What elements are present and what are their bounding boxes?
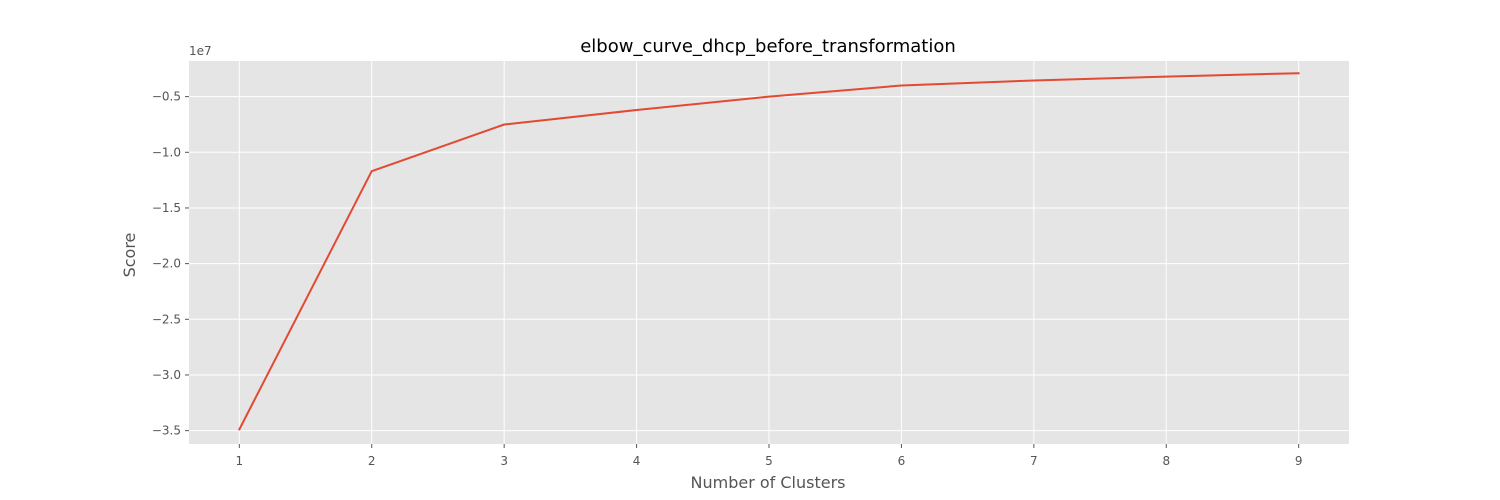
series-layer [238, 72, 1300, 431]
y-tick-label: −3.0 [152, 368, 181, 382]
data-point [370, 170, 373, 173]
x-axis-label: Number of Clusters [691, 473, 846, 492]
chart-title: elbow_curve_dhcp_before_transformation [580, 36, 956, 57]
y-axis-label: Score [120, 233, 139, 278]
data-point [635, 109, 638, 111]
x-tick-label: 9 [1295, 454, 1303, 468]
y-tick-label: −1.0 [152, 145, 181, 159]
x-tick-label: 6 [898, 454, 906, 468]
x-tick-label: 8 [1162, 454, 1170, 468]
x-tick-label: 2 [368, 454, 376, 468]
y-tick-label: −2.5 [152, 312, 181, 326]
x-tick-label: 7 [1030, 454, 1038, 468]
y-tick-label: −0.5 [152, 90, 181, 104]
y-tick-label: −3.5 [152, 424, 181, 438]
x-tick-label: 1 [235, 454, 243, 468]
data-point [768, 95, 770, 98]
x-tick-label: 3 [500, 454, 508, 468]
y-axis-multiplier: 1e7 [189, 44, 212, 58]
data-point [1297, 72, 1300, 75]
data-point [1032, 79, 1035, 82]
y-tick-label: −2.0 [152, 257, 181, 271]
axis-ticks: 1 2 3 4 5 6 7 8 9 −3.5 −3.0 −2.5 −2.0 −1.5 −1.0 −0.5 [152, 90, 1303, 468]
x-tick-label: 5 [765, 454, 773, 468]
data-point [900, 84, 903, 87]
data-point [1165, 75, 1168, 78]
data-point [503, 123, 506, 126]
x-tick-label: 4 [633, 454, 641, 468]
data-point [238, 428, 241, 431]
y-tick-label: −1.5 [152, 201, 181, 215]
